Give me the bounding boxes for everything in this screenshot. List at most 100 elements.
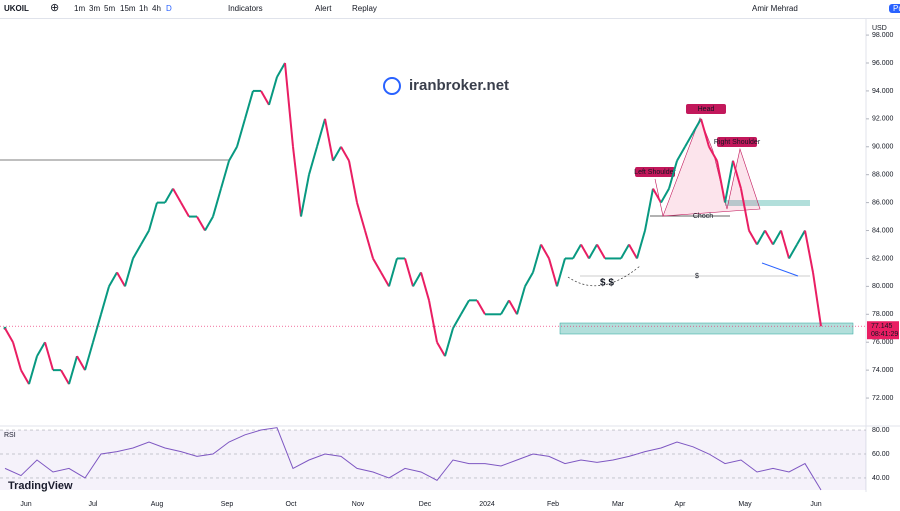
x-tick-label: 2024 bbox=[479, 501, 495, 508]
price-segment bbox=[428, 300, 438, 343]
y-tick-label: 86.000 bbox=[872, 199, 894, 206]
y-tick-label: 72.000 bbox=[872, 395, 894, 402]
price-segment bbox=[508, 299, 518, 315]
add-symbol[interactable]: ⊕ bbox=[50, 2, 60, 14]
price-segment bbox=[460, 299, 470, 315]
price-segment bbox=[556, 258, 566, 287]
y-tick-label: 88.000 bbox=[872, 172, 894, 179]
timeframe[interactable]: 4h bbox=[152, 4, 161, 13]
price-segment bbox=[84, 341, 94, 371]
price-segment bbox=[316, 118, 326, 148]
zone bbox=[559, 322, 854, 335]
price-segment bbox=[300, 174, 310, 217]
price-segment bbox=[260, 90, 270, 106]
price-segment bbox=[220, 160, 230, 189]
price-segment bbox=[364, 230, 374, 259]
price-segment bbox=[700, 118, 710, 148]
rsi-line bbox=[4, 427, 822, 491]
watermark-logo bbox=[383, 77, 401, 95]
annotation: Right Shoulder bbox=[714, 139, 761, 146]
price-segment bbox=[708, 146, 718, 162]
annotation: Left Shoulder bbox=[634, 169, 676, 176]
price-segment bbox=[764, 230, 774, 245]
price-segment bbox=[812, 272, 822, 327]
timeframe[interactable]: 15m bbox=[120, 4, 136, 13]
x-tick-label: Sep bbox=[221, 501, 234, 508]
y-tick-label: 84.000 bbox=[872, 227, 894, 234]
x-tick-label: Jun bbox=[20, 501, 31, 508]
price-segment bbox=[452, 313, 462, 329]
price-segment bbox=[748, 230, 758, 245]
price-segment bbox=[324, 118, 334, 161]
zone bbox=[725, 200, 810, 206]
y-tick-label: 74.000 bbox=[872, 367, 894, 374]
curve bbox=[567, 265, 641, 287]
replay-button[interactable]: Replay bbox=[352, 4, 377, 13]
price-segment bbox=[4, 327, 14, 343]
price-segment bbox=[804, 230, 814, 273]
x-tick-label: Apr bbox=[675, 501, 687, 508]
price-segment bbox=[140, 230, 150, 245]
x-tick-label: Oct bbox=[286, 501, 297, 508]
price-segment bbox=[684, 132, 694, 148]
price-segment bbox=[596, 243, 606, 259]
x-tick-label: May bbox=[738, 501, 752, 508]
watermark: iranbroker.net bbox=[409, 77, 509, 94]
user-name[interactable]: Amir Mehrad bbox=[752, 4, 798, 13]
y-tick-label: 60.00 bbox=[872, 451, 890, 458]
price-segment bbox=[652, 188, 662, 204]
price-segment bbox=[788, 243, 798, 259]
price-segment bbox=[620, 243, 630, 259]
publish-button[interactable]: Pu bbox=[889, 4, 900, 13]
y-tick-label: 96.000 bbox=[872, 60, 894, 67]
y-tick-label: 82.000 bbox=[872, 255, 894, 262]
y-tick-label: 40.00 bbox=[872, 475, 890, 482]
price-segment bbox=[588, 243, 598, 259]
annotation-box bbox=[635, 167, 675, 177]
toolbar: UKOIL ⊕ 1m 3m 5m 15m 1h 4h D Indicators … bbox=[0, 0, 900, 19]
annotation: $ bbox=[695, 273, 699, 280]
price-segment bbox=[412, 271, 422, 287]
price-segment bbox=[268, 76, 278, 106]
symbol[interactable]: UKOIL bbox=[4, 4, 29, 13]
x-tick-label: Nov bbox=[352, 501, 365, 508]
y-tick-label: 78.000 bbox=[872, 311, 894, 318]
price-segment bbox=[124, 258, 134, 287]
price-segment bbox=[524, 271, 534, 287]
timeframe[interactable]: 1h bbox=[139, 4, 148, 13]
annotation: $ $ bbox=[600, 278, 614, 289]
price-segment bbox=[356, 202, 366, 231]
price-segment bbox=[44, 341, 54, 371]
y-tick-label: 94.000 bbox=[872, 88, 894, 95]
price-segment bbox=[532, 244, 542, 273]
price-segment bbox=[244, 90, 254, 120]
x-tick-label: Dec bbox=[419, 501, 432, 508]
price-segment bbox=[716, 160, 726, 203]
last-price-label: 77.145 bbox=[871, 323, 893, 330]
price-segment bbox=[132, 243, 142, 259]
price-segment bbox=[692, 118, 702, 134]
timeframe[interactable]: 5m bbox=[104, 4, 116, 13]
y-tick-label: 80.00 bbox=[872, 427, 890, 434]
price-segment bbox=[20, 369, 30, 385]
price-segment bbox=[628, 243, 638, 259]
timeframe[interactable]: 1m bbox=[74, 4, 86, 13]
rsi-band bbox=[0, 430, 866, 490]
price-segment bbox=[724, 160, 734, 203]
rsi-title: RSI bbox=[4, 432, 16, 439]
price-segment bbox=[284, 62, 294, 147]
price-segment bbox=[500, 299, 510, 315]
annotation: Choch bbox=[693, 213, 713, 220]
price-segment bbox=[372, 257, 382, 273]
price-segment bbox=[796, 230, 806, 245]
timeframe[interactable]: 3m bbox=[89, 4, 101, 13]
y-tick-label: 76.000 bbox=[872, 339, 894, 346]
timeframe[interactable]: D bbox=[166, 4, 172, 13]
indicators-button[interactable]: Indicators bbox=[228, 4, 263, 13]
head-shoulders bbox=[654, 117, 761, 218]
alert-button[interactable]: Alert bbox=[315, 4, 332, 13]
price-segment bbox=[228, 146, 238, 162]
price-segment bbox=[644, 188, 654, 231]
price-segment bbox=[780, 230, 790, 259]
y-tick-label: 98.000 bbox=[872, 32, 894, 39]
